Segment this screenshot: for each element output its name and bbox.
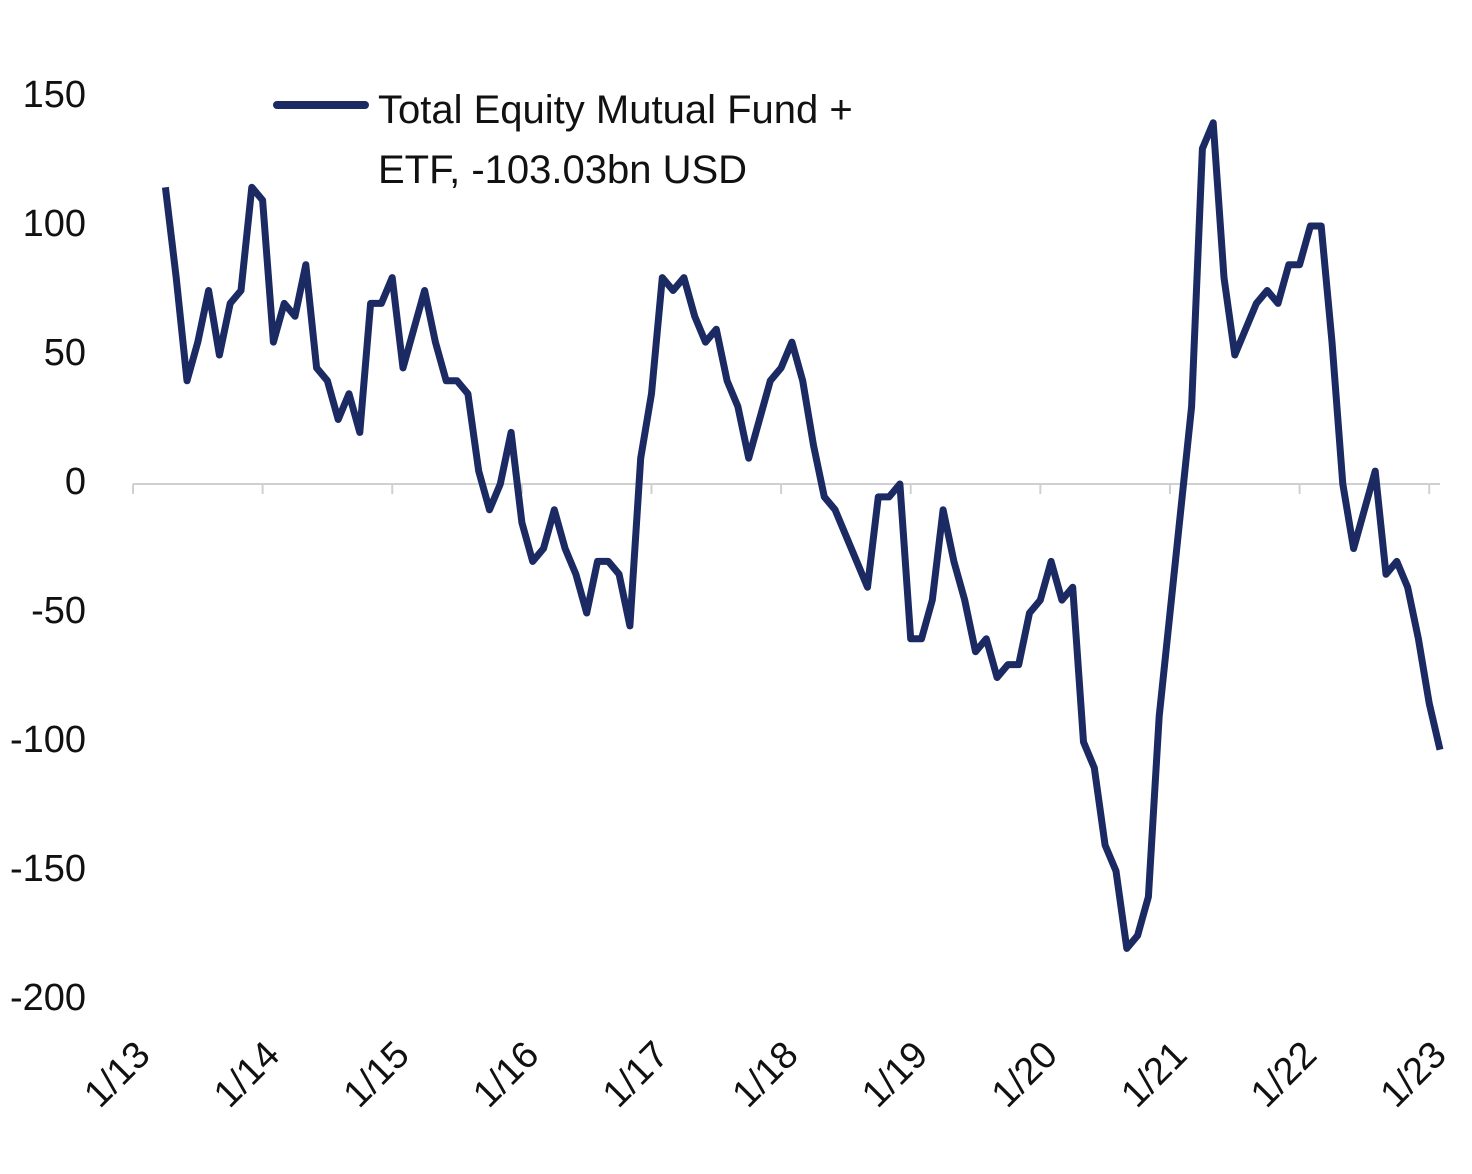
x-tick-label: 1/20 [984,1034,1066,1116]
x-tick-label: 1/19 [854,1034,936,1116]
x-tick-label: 1/16 [465,1034,547,1116]
y-tick-label: -150 [10,848,86,890]
y-tick-label: 50 [44,332,86,374]
y-tick-label: -50 [31,590,86,632]
x-tick-label: 1/23 [1373,1034,1455,1116]
x-tick-label: 1/18 [725,1034,807,1116]
series-line [161,119,1444,952]
x-tick-label: 1/13 [76,1034,158,1116]
x-tick-label: 1/15 [336,1034,418,1116]
x-tick-label: 1/22 [1243,1034,1325,1116]
x-tick-label: 1/14 [206,1034,288,1116]
y-tick-label: 150 [23,74,86,116]
x-tick-label: 1/17 [595,1034,677,1116]
x-tick-label: 1/21 [1113,1034,1195,1116]
y-tick-label: -100 [10,719,86,761]
y-tick-label: 100 [23,203,86,245]
y-tick-label: -200 [10,977,86,1019]
y-tick-label: 0 [65,461,86,503]
legend-label: Total Equity Mutual Fund + ETF, -103.03b… [378,88,853,192]
